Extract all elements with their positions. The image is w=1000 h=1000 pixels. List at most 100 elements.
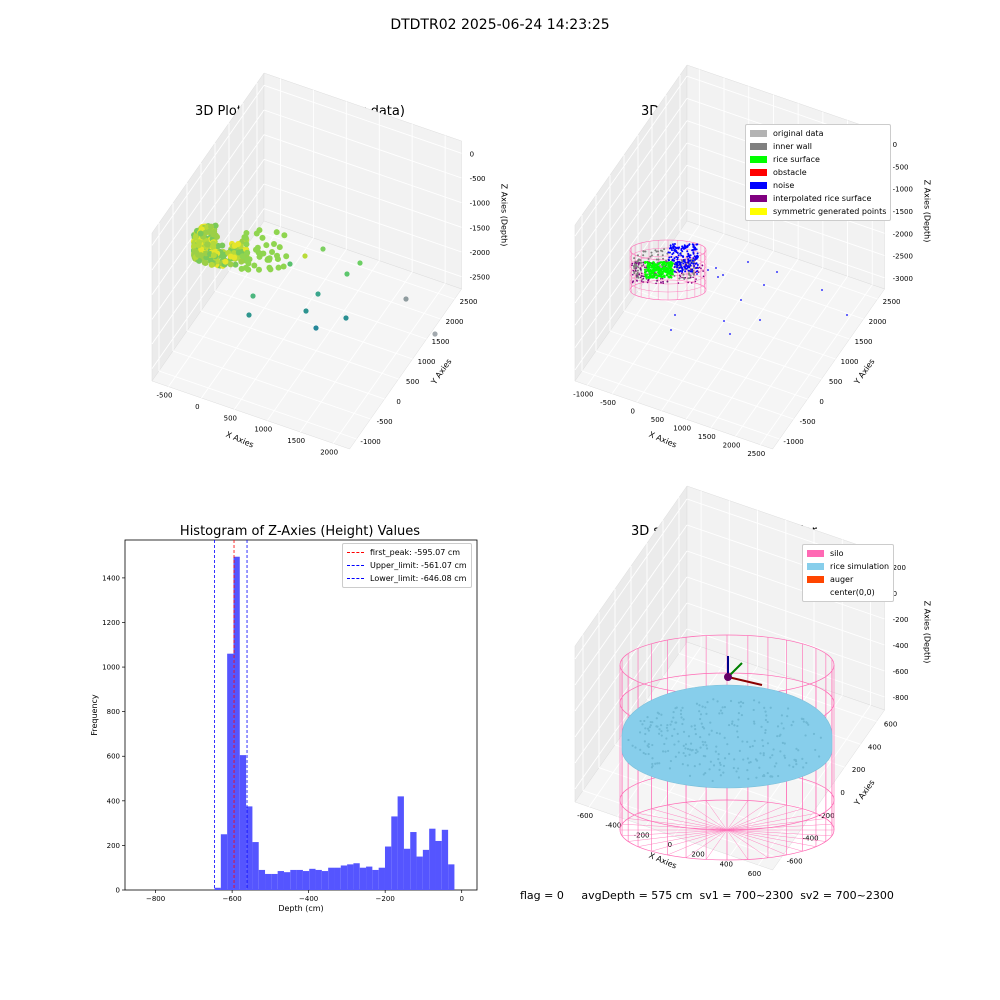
y-tick-label: 0 — [396, 398, 400, 406]
y-tick-label: 2500 — [883, 298, 901, 306]
rice-sim-point — [739, 700, 743, 703]
rice-sim-point — [699, 713, 703, 716]
rice-sim-point — [644, 732, 647, 736]
rice-surface-point — [667, 265, 671, 268]
silo-floor-spoke — [726, 813, 817, 831]
rice-sim-point — [651, 743, 654, 747]
data-point — [208, 223, 215, 230]
rice-sim-point — [807, 723, 810, 726]
rice-sim-point — [726, 743, 729, 746]
silo-ring — [619, 799, 835, 861]
grid-z-wall — [151, 85, 265, 246]
x-tick-label: 1000 — [673, 424, 691, 432]
inner-wall-point — [636, 269, 639, 272]
grid-z — [263, 158, 462, 228]
rice-sim-point — [709, 721, 712, 724]
noise-point — [676, 263, 679, 266]
rice-sim-point — [737, 718, 740, 721]
rice-sim-point — [721, 712, 724, 715]
noise-point — [678, 270, 681, 273]
rice-sim-point — [660, 734, 663, 737]
rice-sim-point — [669, 759, 673, 763]
noise-point — [679, 266, 682, 269]
noise-point — [684, 270, 687, 273]
rice-sim-point — [699, 736, 702, 739]
y-tick-label: 2000 — [446, 318, 464, 326]
rice-sim-point — [711, 779, 714, 783]
rice-sim-point — [782, 727, 785, 730]
noise-point — [682, 256, 685, 259]
x-tick-label: −400 — [299, 895, 318, 903]
x-tick-label: 0 — [459, 895, 463, 903]
grid-y — [581, 370, 780, 440]
rice-sim-point — [694, 751, 697, 755]
x-tick-label: −600 — [223, 895, 242, 903]
rice-sim-point — [714, 750, 717, 753]
rice-sim-point — [729, 699, 733, 703]
x-tick-label: 0 — [631, 407, 635, 415]
interpolated-point — [655, 282, 657, 285]
rice-sim-point — [763, 706, 766, 709]
data-point — [192, 233, 199, 240]
histogram-bar — [372, 869, 379, 890]
rice-sim-point — [648, 726, 651, 729]
data-point — [197, 252, 204, 259]
rice-sim-point — [762, 773, 766, 777]
data-point — [313, 325, 319, 331]
noise-point — [671, 246, 674, 249]
rice-surface-point — [667, 271, 671, 274]
rice-sim-point — [739, 705, 742, 708]
silo-floor-spoke — [628, 818, 728, 831]
rice-sim-point — [649, 724, 652, 727]
grid-x — [735, 275, 848, 437]
rice-sim-point — [704, 741, 707, 744]
rice-sim-point — [688, 774, 692, 778]
rice-sim-point — [693, 765, 696, 768]
z-axis-label: Z Axies (Depth) — [923, 180, 932, 243]
noise-point — [692, 257, 695, 260]
grid-z — [686, 576, 885, 646]
rice-sim-point — [674, 721, 677, 724]
rice-sim-point — [788, 764, 791, 767]
rice-sim-point — [753, 739, 756, 742]
inner-wall-point — [657, 258, 660, 261]
y-tick-label: 1500 — [855, 338, 873, 346]
rice-surface-point — [653, 263, 657, 267]
rice-sim-point — [686, 764, 689, 767]
rice-sim-point — [666, 723, 669, 727]
interpolated-point — [695, 278, 697, 280]
inner-wall-point — [647, 258, 650, 261]
data-point — [287, 261, 293, 267]
rice-sim-point — [719, 763, 722, 766]
rice-sim-point — [772, 748, 775, 751]
interpolated-point — [646, 281, 649, 284]
inner-wall-point — [641, 264, 644, 267]
rice-sim-point — [733, 758, 736, 761]
silo-floor-spoke — [637, 829, 728, 847]
rice-sim-point — [758, 766, 761, 769]
inner-wall-point — [688, 273, 691, 276]
interpolated-point — [634, 261, 637, 264]
interpolated-point — [694, 280, 697, 283]
data-point — [403, 296, 409, 302]
panel2-points — [629, 239, 848, 335]
y-tick-label: 1000 — [102, 664, 120, 672]
z-tick-label: -1000 — [893, 186, 913, 194]
noise-point — [674, 263, 677, 266]
noise-point — [693, 264, 696, 267]
legend-label: silo — [830, 549, 844, 558]
inner-wall-point — [636, 273, 639, 276]
legend-line — [347, 552, 364, 553]
interpolated-point — [640, 275, 643, 277]
grid-y — [595, 350, 794, 420]
z-tick-label: -1000 — [470, 200, 490, 208]
rice-surface-point — [657, 266, 661, 270]
grid-y — [228, 270, 427, 340]
inner-wall-point — [661, 254, 664, 257]
noise-point — [696, 252, 699, 255]
rice-sim-point — [795, 747, 798, 750]
grid-y — [678, 653, 877, 722]
noise-point — [696, 273, 698, 275]
rice-surface-point — [643, 261, 647, 264]
